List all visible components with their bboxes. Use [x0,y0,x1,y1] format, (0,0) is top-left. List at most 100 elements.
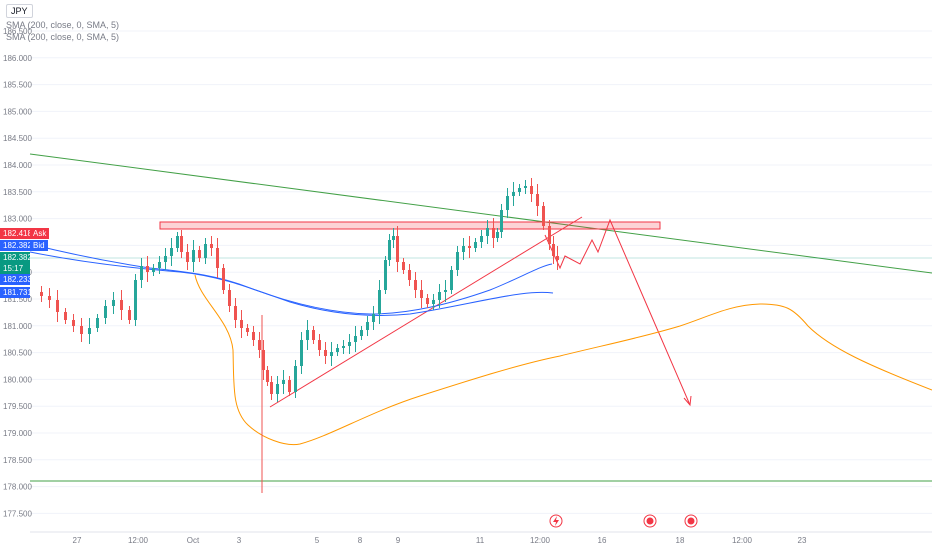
candle-body [388,240,391,260]
candle-body [426,298,429,304]
sma-value-tag-2: 181.731 [0,287,32,298]
candle-body [486,228,489,236]
last-price-tag: 182.382 [0,252,32,263]
candle-body [524,186,527,188]
candle-body [266,370,269,382]
candle-body [306,330,309,340]
time-axis-label: 5 [315,536,320,545]
candle-body [420,290,423,298]
time-axis-label: 12:00 [128,536,149,545]
time-axis-label: 27 [73,536,82,545]
candlesticks [40,178,559,493]
candle-body [536,194,539,206]
candle-body [330,352,333,356]
candle-body [396,236,399,262]
price-axis-label: 185.500 [3,81,32,90]
candle-body [140,266,143,280]
indicator-label-1[interactable]: SMA (200, close, 0, SMA, 5) [6,20,120,30]
flag-icon-inner [646,517,654,525]
candle-body [72,320,75,326]
sma-orange [194,274,932,446]
resistance-zone[interactable] [159,221,661,230]
trend-line-rising[interactable] [269,216,583,408]
symbol-label[interactable]: JPY [6,4,33,18]
candle-body [234,306,237,320]
time-axis-label: 18 [676,536,685,545]
candle-body [262,350,265,370]
bid-label: Bid [30,240,48,251]
ask-price-tag: 182.418 [0,228,32,239]
candle-body [170,248,173,256]
time-axis: 27 12:00 Oct 3 5 8 9 11 12:00 16 18 12:00 23 [30,531,932,545]
time-axis-label: 23 [798,536,807,545]
time-axis-label: 16 [598,536,607,545]
candle-body [210,244,213,248]
price-axis-label: 177.500 [3,509,32,518]
price-axis-label: 181.500 [3,295,32,304]
candle-body [366,322,369,330]
price-axis-label: 179.500 [3,402,32,411]
candle-body [186,252,189,262]
bar-countdown: 15:17 [0,263,30,274]
time-axis-label: 12:00 [530,536,551,545]
candle-body [450,270,453,290]
candle-body [552,244,555,256]
candle-body [456,252,459,270]
candle-body [56,300,59,312]
time-axis-label: 9 [396,536,401,545]
indicator-label-2[interactable]: SMA (200, close, 0, SMA, 5) [6,32,120,42]
sma-blue-1 [29,243,553,315]
candle-body [40,292,43,296]
time-axis-label: Oct [187,536,200,545]
candle-body [246,328,249,332]
candle-body [240,320,243,328]
candle-body [88,328,91,334]
candle-body [228,290,231,306]
candle-body [318,340,321,350]
candle-body [360,330,363,336]
candle-body [128,310,131,320]
candle-body [438,292,441,300]
time-axis-label: 8 [358,536,363,545]
candle-body [258,340,261,350]
candle-body [270,382,273,394]
candle-body [288,380,291,392]
candle-body [384,260,387,290]
candle-body [112,300,115,306]
price-axis-label: 185.000 [3,107,32,116]
price-axis-label: 184.500 [3,134,32,143]
time-axis-label: 12:00 [732,536,753,545]
price-axis: 186.500 186.000 185.500 185.000 184.500 184.0… [3,27,32,518]
candle-body [542,206,545,226]
candle-body [354,336,357,342]
trend-line-descending[interactable] [29,153,932,274]
price-axis-label: 180.500 [3,349,32,358]
sma-value-tag-1: 182.233 [0,274,32,285]
time-axis-label: 11 [476,536,485,545]
candle-body [324,350,327,356]
ask-label: Ask [30,228,50,239]
candle-body [480,236,483,242]
price-axis-label: 186.000 [3,54,32,63]
event-markers[interactable] [549,514,698,528]
candle-body [444,290,447,292]
candle-body [378,290,381,314]
candle-body [158,262,161,268]
price-axis-label: 186.500 [3,27,32,36]
projection-path[interactable] [544,218,691,406]
candle-body [506,196,509,210]
candle-body [80,326,83,334]
candle-body [512,192,515,196]
candle-body [64,312,67,320]
price-axis-label: 184.000 [3,161,32,170]
candle-body [312,330,315,340]
candle-body [282,380,285,384]
price-axis-label: 180.000 [3,375,32,384]
drawings[interactable] [29,153,932,482]
candle-body [372,314,375,322]
lightning-glyph [553,516,559,526]
candle-body [468,246,471,248]
candle-body [276,384,279,394]
